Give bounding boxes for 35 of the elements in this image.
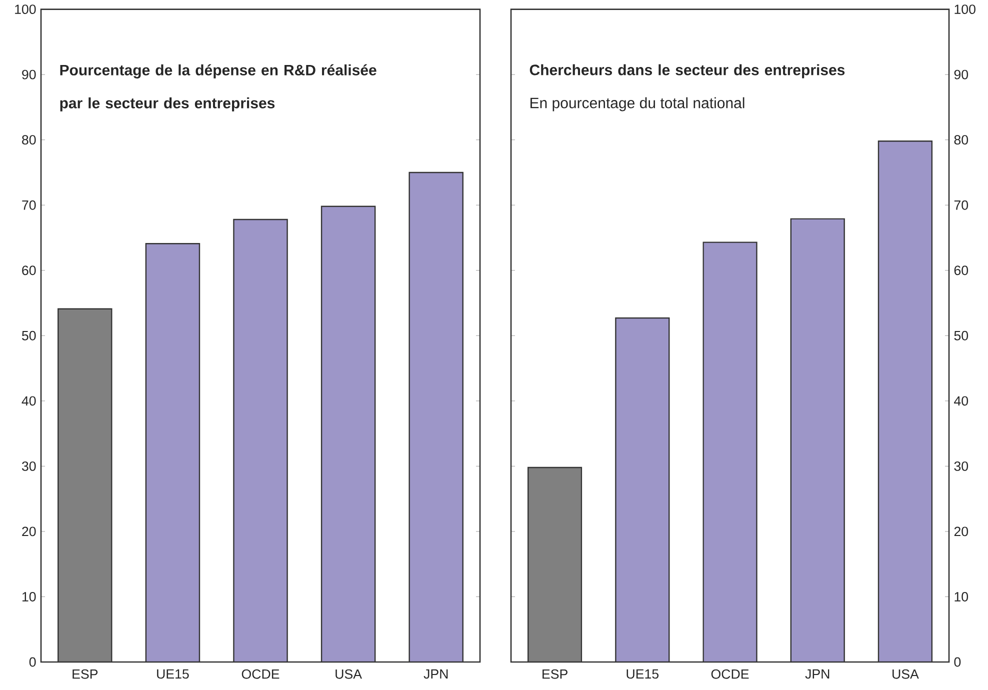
y-tick-label: 90 [22,70,36,80]
y-tick-label: 10 [954,592,968,602]
y-tick-label: 80 [954,135,968,145]
y-tick-label: 80 [22,135,36,145]
y-tick-label: 90 [954,70,968,80]
y-tick-label: 50 [954,330,968,340]
y-tick-label: 60 [954,266,968,276]
x-tick-label: USA [892,669,919,679]
y-tick-label: 30 [954,461,968,471]
text: En pourcentage du total national [530,97,744,112]
x-tick-label: ESP [542,669,568,679]
x-tick-label: JPN [424,669,448,679]
x-tick-label: UE15 [157,669,189,679]
y-tick-label: 40 [22,396,36,406]
x-tick-label: OCDE [242,669,280,679]
y-tick-label: 50 [22,330,36,340]
x-tick-label: UE15 [626,669,659,679]
text: Chercheurs dans le secteur des entreprises [530,64,845,78]
y-tick-label: 30 [22,461,36,471]
y-tick-label: 10 [22,592,36,602]
y-tick-label: 0 [29,657,36,667]
y-tick-label: 70 [22,200,36,210]
chart-title: Pourcentage de la dépense en R&D réalisée par le secteur des entreprises [60,64,376,112]
x-tick-label: ESP [72,669,98,679]
y-tick-label: 20 [954,526,968,536]
y-tick-label: 70 [954,200,968,210]
y-tick-label: 60 [22,266,36,276]
y-tick-label: 20 [22,526,36,536]
x-tick-label: JPN [805,669,830,679]
y-tick-label: 100 [954,4,976,14]
y-tick-label: 100 [15,4,36,14]
y-tick-label: 40 [954,396,968,406]
x-tick-label: USA [336,669,362,679]
y-tick-label: 0 [954,657,961,667]
x-tick-label: OCDE [711,669,749,679]
